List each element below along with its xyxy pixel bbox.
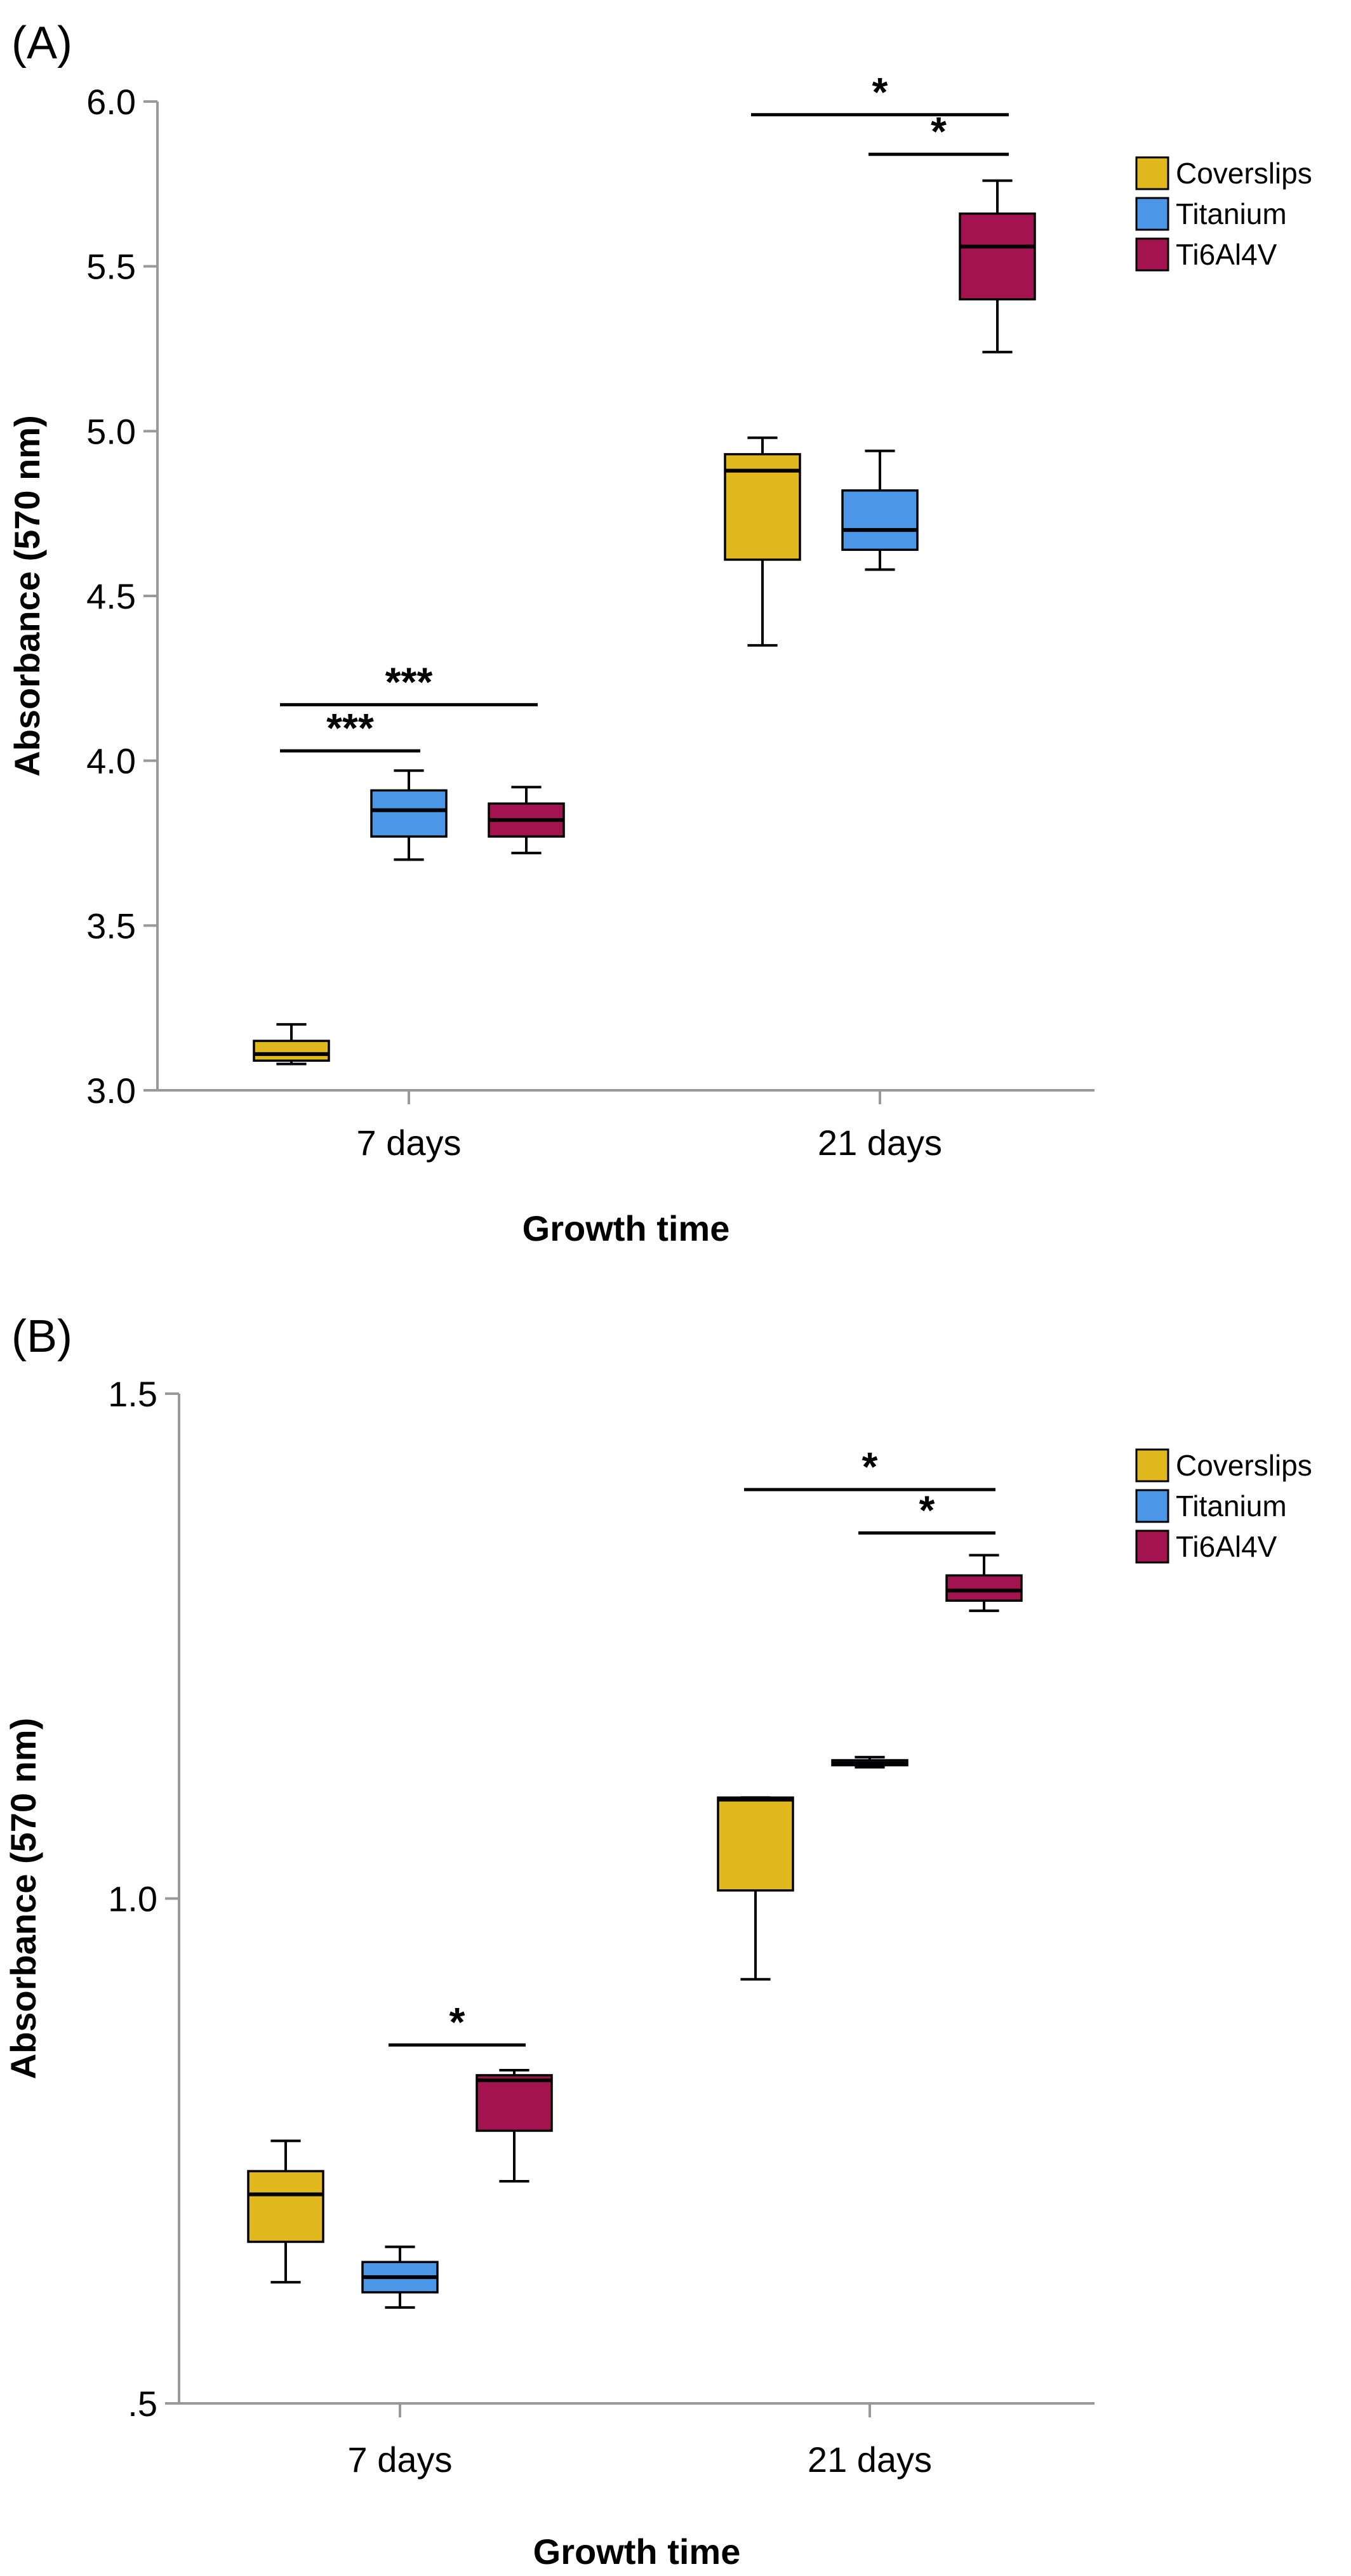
legend-swatch-coverslips [1135, 156, 1169, 190]
iqr-box [717, 1796, 794, 1892]
box-ti6al4v-7-days [476, 2068, 553, 2183]
significance-label: * [449, 1999, 465, 2045]
iqr-box [945, 1574, 1023, 1602]
iqr-box [959, 212, 1036, 301]
box-titanium-7-days [361, 2245, 439, 2309]
y-tick-label: 5.5 [86, 247, 136, 287]
x-tick-label: 7 days [348, 2440, 453, 2480]
iqr-box [476, 2074, 553, 2132]
legend-label-titanium: Titanium [1176, 1489, 1287, 1522]
legend-label-coverslips: Coverslips [1176, 1449, 1312, 1482]
y-axis-label: Absorbance (570 nm) [3, 1718, 43, 2080]
y-tick-label: 4.5 [86, 576, 136, 616]
significance-label: *** [326, 705, 374, 751]
box-ti6al4v-21-days [945, 1554, 1023, 1613]
legend-label-ti6al4v: Ti6Al4V [1176, 1530, 1277, 1563]
x-axis-label: Growth time [533, 2532, 741, 2572]
iqr-box [253, 1040, 330, 1062]
panel-label: (B) [11, 1311, 72, 1362]
significance-label: * [872, 69, 888, 115]
y-tick-label: 4.0 [86, 741, 136, 781]
iqr-box [247, 2170, 324, 2243]
legend-swatch-ti6al4v [1135, 237, 1169, 272]
legend-swatch-titanium [1135, 1489, 1169, 1523]
box-coverslips-21-days [717, 1796, 794, 1981]
panel-a: (A) 3.0 3.5 4.0 4.5 5.0 5.5 6.0 7 days 21 days Abs… [7, 18, 1312, 1248]
significance-label: * [862, 1444, 878, 1489]
x-tick-label: 21 days [808, 2440, 932, 2480]
significance-label: * [919, 1488, 935, 1533]
y-tick-label: 3.0 [86, 1071, 136, 1111]
y-tick-label: 5.0 [86, 411, 136, 451]
box-coverslips-7-days [253, 1023, 330, 1066]
box-titanium-7-days [370, 769, 448, 861]
box-coverslips-7-days [247, 2139, 324, 2284]
y-tick-label: 3.5 [86, 906, 136, 946]
box-ti6al4v-21-days [959, 179, 1036, 353]
legend-label-ti6al4v: Ti6Al4V [1176, 238, 1277, 271]
y-tick-label: 6.0 [86, 82, 136, 122]
y-axis-label: Absorbance (570 nm) [7, 415, 47, 777]
x-tick-label: 7 days [357, 1123, 462, 1163]
box-coverslips-21-days [724, 436, 801, 647]
legend-swatch-coverslips [1135, 1448, 1169, 1483]
iqr-box [841, 489, 919, 552]
y-tick-label: .5 [128, 2384, 157, 2424]
legend-label-titanium: Titanium [1176, 197, 1287, 230]
legend-swatch-titanium [1135, 197, 1169, 231]
panel-label: (A) [11, 18, 72, 69]
y-tick-label: 1.5 [108, 1374, 157, 1414]
legend-label-coverslips: Coverslips [1176, 157, 1312, 190]
panel-b: (B) .5 1.0 1.5 7 days 21 days Absorbance (570 … [3, 1311, 1312, 2572]
x-axis-label: Growth time [522, 1208, 730, 1248]
box-ti6al4v-7-days [488, 786, 565, 855]
box-titanium-21-days [841, 449, 919, 571]
iqr-box [370, 789, 448, 838]
legend-swatch-ti6al4v [1135, 1529, 1169, 1564]
y-tick-label: 1.0 [108, 1879, 157, 1919]
x-tick-label: 21 days [818, 1123, 942, 1163]
significance-label: *** [385, 659, 433, 704]
box-titanium-21-days [831, 1755, 908, 1769]
